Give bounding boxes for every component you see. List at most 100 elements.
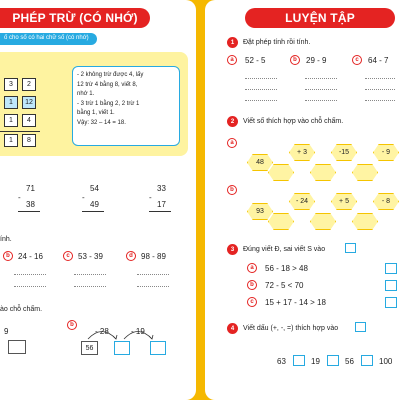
explanation-line: - 3 trừ 1 bằng 2, 2 trừ 1 — [77, 100, 140, 107]
item-letter: c — [63, 251, 73, 261]
hex-answer[interactable] — [352, 213, 378, 230]
question-number-badge: 4 — [227, 323, 238, 334]
chain-answer-box[interactable] — [8, 340, 26, 354]
minus-sign: - — [18, 193, 21, 202]
true-false-box[interactable] — [385, 280, 397, 291]
hex-start-value: 48 — [247, 154, 273, 171]
answer-line — [305, 78, 337, 79]
chain-answer-box[interactable] — [150, 341, 166, 355]
explanation-line: - 2 không trừ được 4, lấy — [77, 72, 144, 78]
true-false-box[interactable] — [385, 297, 397, 308]
answer-line — [74, 286, 106, 287]
hex-answer[interactable] — [268, 213, 294, 230]
example-cell: 1 — [4, 134, 18, 147]
vertical-line — [18, 211, 40, 212]
answer-line — [305, 89, 337, 90]
answer-box-sample — [345, 243, 356, 253]
statement-expression: 72 - 5 < 70 — [265, 281, 304, 290]
answer-line — [137, 286, 169, 287]
item-letter: b — [227, 185, 237, 195]
answer-line — [245, 89, 277, 90]
worked-example-panel: 3 2 1 12 1 4 1 8 - 2 không trừ được 4, l… — [0, 52, 188, 156]
example-cell: 3 — [4, 78, 18, 91]
hex-answer[interactable] — [268, 164, 294, 181]
exercise-expression: 24 - 16 — [18, 252, 43, 261]
sequence-value: 19 — [311, 357, 320, 366]
hex-answer[interactable] — [310, 213, 336, 230]
vertical-bottom: 17 — [157, 200, 166, 209]
subtraction-line — [0, 131, 40, 132]
minus-sign: - — [82, 193, 85, 202]
hex-answer[interactable] — [310, 164, 336, 181]
sign-box[interactable] — [327, 355, 339, 366]
vertical-line — [149, 211, 171, 212]
hex-answer[interactable] — [352, 164, 378, 181]
hex-operation: - 8 — [373, 193, 399, 210]
sequence-value: 56 — [345, 357, 354, 366]
item-letter: b — [290, 55, 300, 65]
vertical-bottom: 38 — [26, 200, 35, 209]
explanation-box: - 2 không trừ được 4, lấy 12 trừ 4 bằng … — [72, 66, 180, 146]
example-cell: 2 — [22, 78, 36, 91]
item-letter: a — [227, 55, 237, 65]
example-cell: 12 — [22, 96, 36, 109]
example-cell: 8 — [22, 134, 36, 147]
exercise-expression: 53 - 39 — [78, 252, 103, 261]
answer-box-sample — [355, 322, 366, 332]
example-cell: 4 — [22, 114, 36, 127]
right-page: LUYỆN TẬP 1 Đặt phép tính rồi tính. a 52… — [205, 0, 400, 400]
item-letter: b — [67, 320, 77, 330]
item-letter: b — [3, 251, 13, 261]
question-instruction: Viết số thích hợp vào chỗ chấm. — [243, 118, 344, 125]
vertical-top: 71 — [26, 184, 35, 193]
item-letter: a — [227, 138, 237, 148]
sequence-value: 100 — [379, 357, 393, 366]
answer-line — [365, 100, 395, 101]
hex-operation: + 5 — [331, 193, 357, 210]
hex-start-value: 93 — [247, 203, 273, 220]
answer-line — [14, 286, 46, 287]
question-instruction: Đúng viết Đ, sai viết S vào — [243, 246, 326, 253]
explanation-line: nhớ 1. — [77, 91, 95, 98]
sign-box[interactable] — [361, 355, 373, 366]
vertical-top: 54 — [90, 184, 99, 193]
item-letter: c — [247, 297, 257, 307]
vertical-bottom: 49 — [90, 200, 99, 209]
section-label: ào chỗ chấm. — [0, 306, 43, 313]
question-number-badge: 2 — [227, 116, 238, 127]
answer-line — [305, 100, 337, 101]
question-instruction: Viết dấu (+, -, =) thích hợp vào — [243, 325, 339, 332]
sign-box[interactable] — [293, 355, 305, 366]
hex-operation: - 24 — [289, 193, 315, 210]
answer-line — [14, 274, 46, 275]
chain-start-value: 56 — [81, 341, 98, 355]
vertical-line — [82, 211, 104, 212]
item-letter: d — [126, 251, 136, 261]
left-page: PHÉP TRỪ (CÓ NHỚ) ố cho số có hai chữ số… — [0, 0, 196, 400]
explanation-line: Vậy: 32 – 14 = 18. — [77, 119, 126, 126]
example-cell: 1 — [4, 96, 18, 109]
exercise-expression: 29 - 9 — [306, 56, 327, 65]
item-letter: a — [247, 263, 257, 273]
chain-answer-box[interactable] — [114, 341, 130, 355]
question-number-badge: 3 — [227, 244, 238, 255]
vertical-top: 33 — [157, 184, 166, 193]
practice-title-banner: LUYỆN TẬP — [245, 8, 395, 28]
exercise-expression: 64 - 7 — [368, 56, 389, 65]
true-false-box[interactable] — [385, 263, 397, 274]
section-label: ính. — [0, 236, 12, 243]
statement-expression: 15 + 17 - 14 > 18 — [265, 298, 326, 307]
lesson-subtitle: ố cho số có hai chữ số (có nhớ) — [0, 33, 97, 45]
explanation-line: 12 trừ 4 bằng 8, viết 8, — [77, 81, 138, 88]
statement-expression: 56 - 18 > 48 — [265, 264, 308, 273]
answer-line — [74, 274, 106, 275]
lesson-title-banner: PHÉP TRỪ (CÓ NHỚ) — [0, 8, 150, 28]
exercise-expression: 52 - 5 — [245, 56, 266, 65]
explanation-line: bằng 1, viết 1. — [77, 110, 115, 117]
sequence-value: 63 — [277, 357, 286, 366]
chain-value: 9 — [4, 327, 9, 336]
answer-line — [365, 89, 395, 90]
item-letter: b — [247, 280, 257, 290]
answer-line — [245, 78, 277, 79]
answer-line — [365, 78, 395, 79]
